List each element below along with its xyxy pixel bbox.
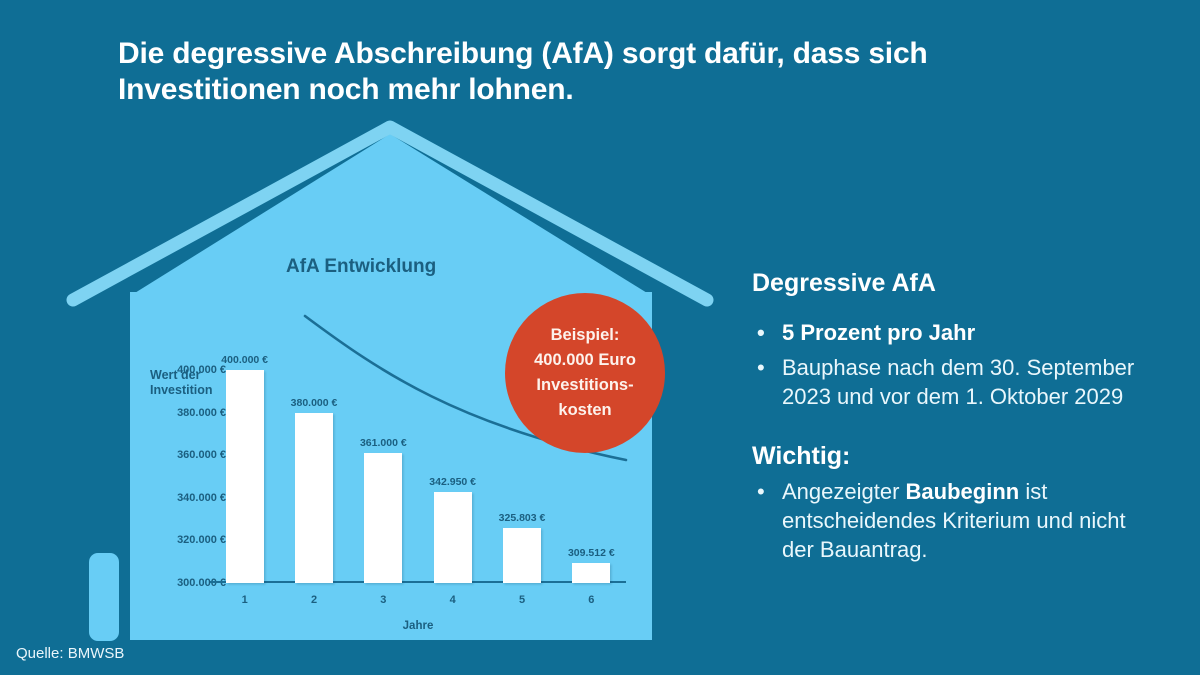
x-axis-tick-label: 2 [310,594,318,606]
y-axis-title: Wert der Investition [150,368,213,397]
example-callout-text: Beispiel: 400.000 Euro Investitions- kos… [534,323,636,423]
page-title: Die degressive Abschreibung (AfA) sorgt … [118,36,1018,108]
panel-bullet-text: 5 Prozent pro Jahr [782,320,976,345]
y-axis-tick-label: 380.000 € [177,406,226,419]
chart-bar-value-label: 400.000 € [221,354,269,366]
panel-bullet-item: • 5 Prozent pro Jahr [752,318,1152,347]
callout-line-3: Investitions- [536,376,634,394]
house-pillar [89,553,119,641]
panel-bullet-list-1: • 5 Prozent pro Jahr • Bauphase nach dem 30… [752,318,1152,411]
callout-line-2: 400.000 Euro [534,351,636,369]
callout-line-4: kosten [558,401,612,419]
x-axis-tick-label: 6 [588,594,595,606]
y-axis-tick-label: 340.000 € [177,491,226,504]
panel-bullet-item: • Bauphase nach dem 30. September 2023 un… [752,353,1152,411]
y-axis-tick-label: 300.000 € [177,577,226,589]
panel-heading-wichtig: Wichtig: [752,442,851,470]
info-panel: Degressive AfA • 5 Prozent pro Jahr • Bauph… [752,268,1152,570]
chart-bar [364,453,403,583]
bullet-marker-icon: • [757,355,765,380]
chart-bar-value-label: 325.803 € [498,512,546,525]
source-credit: Quelle: BMWSB [16,645,125,662]
example-callout-circle: Beispiel: 400.000 Euro Investitions- kos… [505,293,665,453]
panel-bullet-text: Angezeigter Baubeginn ist entscheidendes… [782,479,1126,562]
chart-bar [433,491,472,583]
panel-bullet-text: Bauphase nach dem 30. September 2023 und… [782,355,1135,409]
plot-area: Jahre 400.000 € 1 380.000 € 2 361.000 € 3 342.… [210,300,628,640]
page-title-line-1: Die degressive Abschreibung (AfA) sorgt … [118,37,928,70]
x-axis-tick-label: 3 [380,594,387,606]
chart-bar [295,412,333,583]
y-axis-tick-label: 360.000 € [177,449,226,462]
chart-bar-value-label: 361.000 € [359,437,407,450]
panel-bullet-item: • Angezeigter Baubeginn ist entscheidende… [752,477,1152,564]
afa-bar-chart: Wert der Investition 300.000 €320.000 €3… [130,300,652,640]
bullet-marker-icon: • [757,479,765,504]
chart-bar-value-label: 380.000 € [290,396,338,409]
x-axis-tick-label: 1 [241,594,248,606]
chart-bar [225,370,264,583]
x-axis-tick-label: 5 [518,594,526,606]
page-title-line-2: Investitionen noch mehr lohnen. [118,73,574,106]
x-axis-line [210,580,626,583]
x-axis-title: Jahre [402,620,434,632]
bullet-marker-icon: • [757,320,765,345]
chart-bar-value-label: 342.950 € [429,475,477,488]
chart-bar-value-label: 309.512 € [567,546,615,559]
x-axis-tick-label: 4 [449,594,456,606]
callout-line-1: Beispiel: [550,326,620,344]
chart-heading: AfA Entwicklung [286,256,437,277]
chart-bar [572,562,611,583]
panel-bullet-emphasis: Baubeginn [905,479,1020,504]
panel-heading-degressive-afa: Degressive AfA [752,269,936,297]
y-axis-tick-label: 400.000 € [177,364,226,376]
chart-bar [503,528,541,583]
y-axis-ticks: 300.000 € 320.000 € 340.000 € 360.000 € 380.… [130,300,226,640]
y-axis-tick-label: 320.000 € [177,534,226,547]
panel-bullet-list-2: • Angezeigter Baubeginn ist entscheidende… [752,477,1152,564]
